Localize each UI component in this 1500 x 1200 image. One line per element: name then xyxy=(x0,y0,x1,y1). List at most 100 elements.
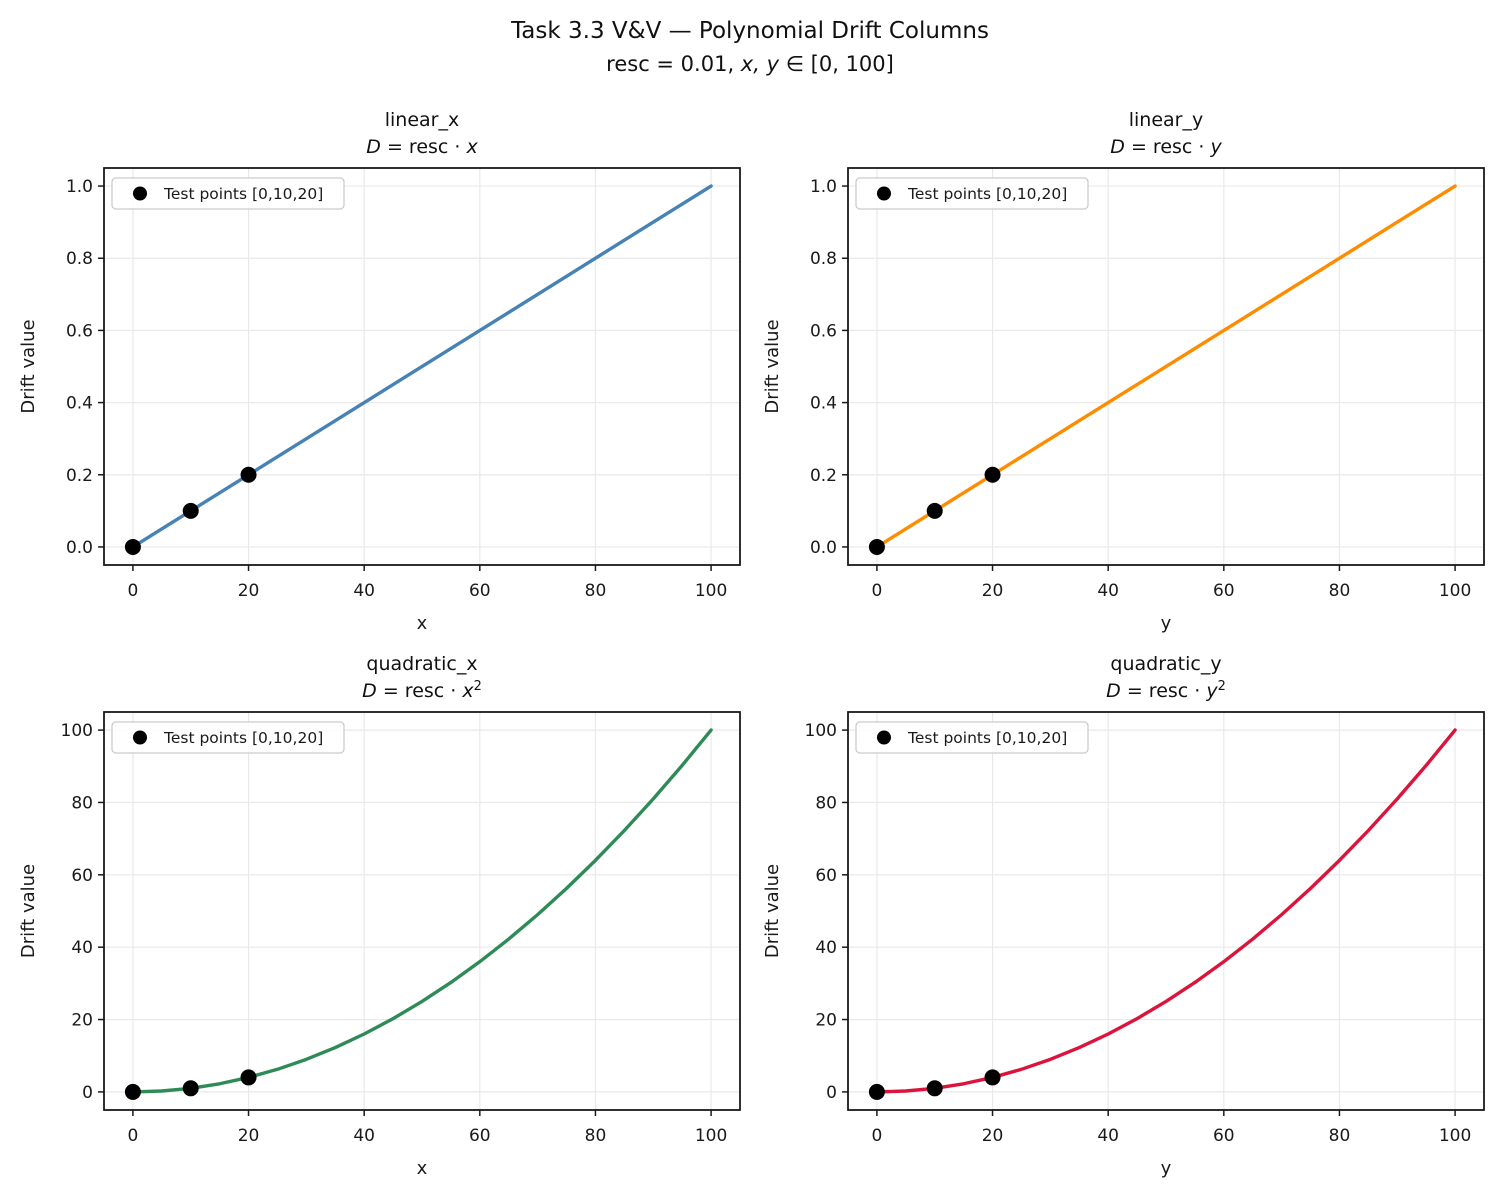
x-axis-label: y xyxy=(1161,1158,1172,1179)
legend-label: Test points [0,10,20] xyxy=(907,185,1067,203)
drift-line-linear_x xyxy=(131,184,713,549)
subplot-title: quadratic_y xyxy=(1110,653,1222,675)
legend-box xyxy=(111,177,345,210)
subplot-header-quadratic-x: quadratic_x D = resc · x2 xyxy=(172,651,672,705)
subtitle-vars: x, y xyxy=(740,52,780,76)
test-point-marker xyxy=(124,538,141,555)
subplot-title: quadratic_x xyxy=(366,653,478,675)
subtitle-pre: resc = 0.01, xyxy=(606,52,741,76)
subplot-formula: D = resc · y xyxy=(1110,136,1222,158)
x-tick-label: 60 xyxy=(469,1126,491,1146)
test-point-marker xyxy=(868,1083,885,1100)
x-tick-label: 0 xyxy=(871,581,882,601)
x-tick-label: 20 xyxy=(238,581,260,601)
subplot-title: linear_x xyxy=(384,109,460,131)
legend-label: Test points [0,10,20] xyxy=(163,729,323,747)
drift-line-linear_y xyxy=(875,184,1457,549)
axes-frame xyxy=(847,711,1485,1111)
axes-frame xyxy=(847,167,1485,566)
x-tick-label: 20 xyxy=(238,1126,260,1146)
subplot-header-linear-y: linear_y D = resc · y xyxy=(916,107,1416,161)
y-tick-label: 20 xyxy=(815,1011,837,1031)
x-tick-label: 100 xyxy=(1439,581,1471,601)
x-tick-label: 20 xyxy=(982,1126,1004,1146)
y-tick-label: 0.6 xyxy=(810,321,837,341)
y-tick-label: 0.2 xyxy=(810,466,837,486)
test-point-marker xyxy=(868,538,885,555)
y-tick-label: 0.8 xyxy=(810,249,837,269)
axes-frame xyxy=(103,167,741,566)
x-tick-label: 40 xyxy=(353,581,375,601)
plot-quadratic-x: 0 20 40 60 80 100 0 20 40 60 80 100 Test points [0,1… xyxy=(18,711,741,1179)
x-tick-label: 80 xyxy=(1329,1126,1351,1146)
subplot-title: linear_y xyxy=(1128,109,1204,131)
y-tick-label: 80 xyxy=(815,793,837,813)
plot-linear-x: 0 20 40 60 80 100 0.0 0.2 0.4 0.6 0.8 1.0 Test point… xyxy=(18,167,741,634)
test-point-marker xyxy=(926,502,943,519)
test-point-marker xyxy=(984,1069,1001,1086)
legend-box xyxy=(855,177,1089,210)
x-tick-label: 80 xyxy=(1329,581,1351,601)
y-axis-label: Drift value xyxy=(762,319,783,413)
y-tick-label: 100 xyxy=(61,721,93,741)
subplot-header-quadratic-y: quadratic_y D = resc · y2 xyxy=(916,651,1416,705)
legend-marker-icon xyxy=(877,186,891,201)
x-tick-label: 60 xyxy=(469,581,491,601)
y-tick-label: 0 xyxy=(82,1083,93,1103)
x-tick-label: 40 xyxy=(1097,1126,1119,1146)
subplot-formula: D = resc · x xyxy=(366,136,478,158)
x-tick-label: 0 xyxy=(871,1126,882,1146)
x-tick-label: 0 xyxy=(127,1126,138,1146)
y-tick-label: 0.4 xyxy=(66,394,93,414)
x-axis-label: x xyxy=(417,613,428,634)
subtitle-post: ∈ [0, 100] xyxy=(779,52,894,76)
y-tick-label: 0 xyxy=(826,1083,837,1103)
x-tick-label: 80 xyxy=(585,1126,607,1146)
legend-marker-icon xyxy=(133,730,147,745)
figure-title: Task 3.3 V&V — Polynomial Drift Columns xyxy=(511,18,989,44)
test-point-marker xyxy=(182,502,199,519)
legend-marker-icon xyxy=(877,730,891,745)
y-tick-label: 60 xyxy=(71,866,93,886)
y-tick-label: 0.8 xyxy=(66,249,93,269)
figure-subtitle: resc = 0.01, x, y ∈ [0, 100] xyxy=(0,52,1500,76)
x-tick-label: 100 xyxy=(1439,1126,1471,1146)
y-axis-label: Drift value xyxy=(18,319,39,413)
x-tick-label: 60 xyxy=(1213,1126,1235,1146)
y-tick-label: 0.2 xyxy=(66,466,93,486)
x-tick-label: 100 xyxy=(695,1126,727,1146)
axes-frame xyxy=(103,711,741,1111)
y-tick-label: 0.0 xyxy=(66,538,93,558)
x-tick-label: 60 xyxy=(1213,581,1235,601)
test-point-marker xyxy=(182,1080,199,1097)
subplot-header-linear-x: linear_x D = resc · x xyxy=(172,107,672,161)
legend-label: Test points [0,10,20] xyxy=(907,729,1067,747)
y-axis-label: Drift value xyxy=(18,864,39,958)
subplot-formula: D = resc · x2 xyxy=(362,678,482,702)
y-tick-label: 40 xyxy=(71,938,93,958)
y-tick-label: 40 xyxy=(815,938,837,958)
y-tick-label: 20 xyxy=(71,1011,93,1031)
y-tick-label: 0.4 xyxy=(810,394,837,414)
legend-box xyxy=(855,721,1089,754)
test-point-marker xyxy=(984,466,1001,483)
x-tick-label: 20 xyxy=(982,581,1004,601)
subplot-formula: D = resc · y2 xyxy=(1106,678,1226,702)
x-axis-label: x xyxy=(417,1158,428,1179)
drift-line-quadratic_y xyxy=(875,728,1457,1094)
y-axis-label: Drift value xyxy=(762,864,783,958)
x-tick-label: 100 xyxy=(695,581,727,601)
y-tick-label: 0.0 xyxy=(810,538,837,558)
y-tick-label: 1.0 xyxy=(66,177,93,197)
legend-marker-icon xyxy=(133,186,147,201)
drift-line-quadratic_x xyxy=(131,728,713,1094)
y-tick-label: 60 xyxy=(815,866,837,886)
x-axis-label: y xyxy=(1161,613,1172,634)
y-tick-label: 1.0 xyxy=(810,177,837,197)
legend-box xyxy=(111,721,345,754)
y-tick-label: 100 xyxy=(805,721,837,741)
y-tick-label: 80 xyxy=(71,793,93,813)
x-tick-label: 40 xyxy=(353,1126,375,1146)
plot-linear-y: 0 20 40 60 80 100 0.0 0.2 0.4 0.6 0.8 1.0 Test point… xyxy=(762,167,1485,634)
